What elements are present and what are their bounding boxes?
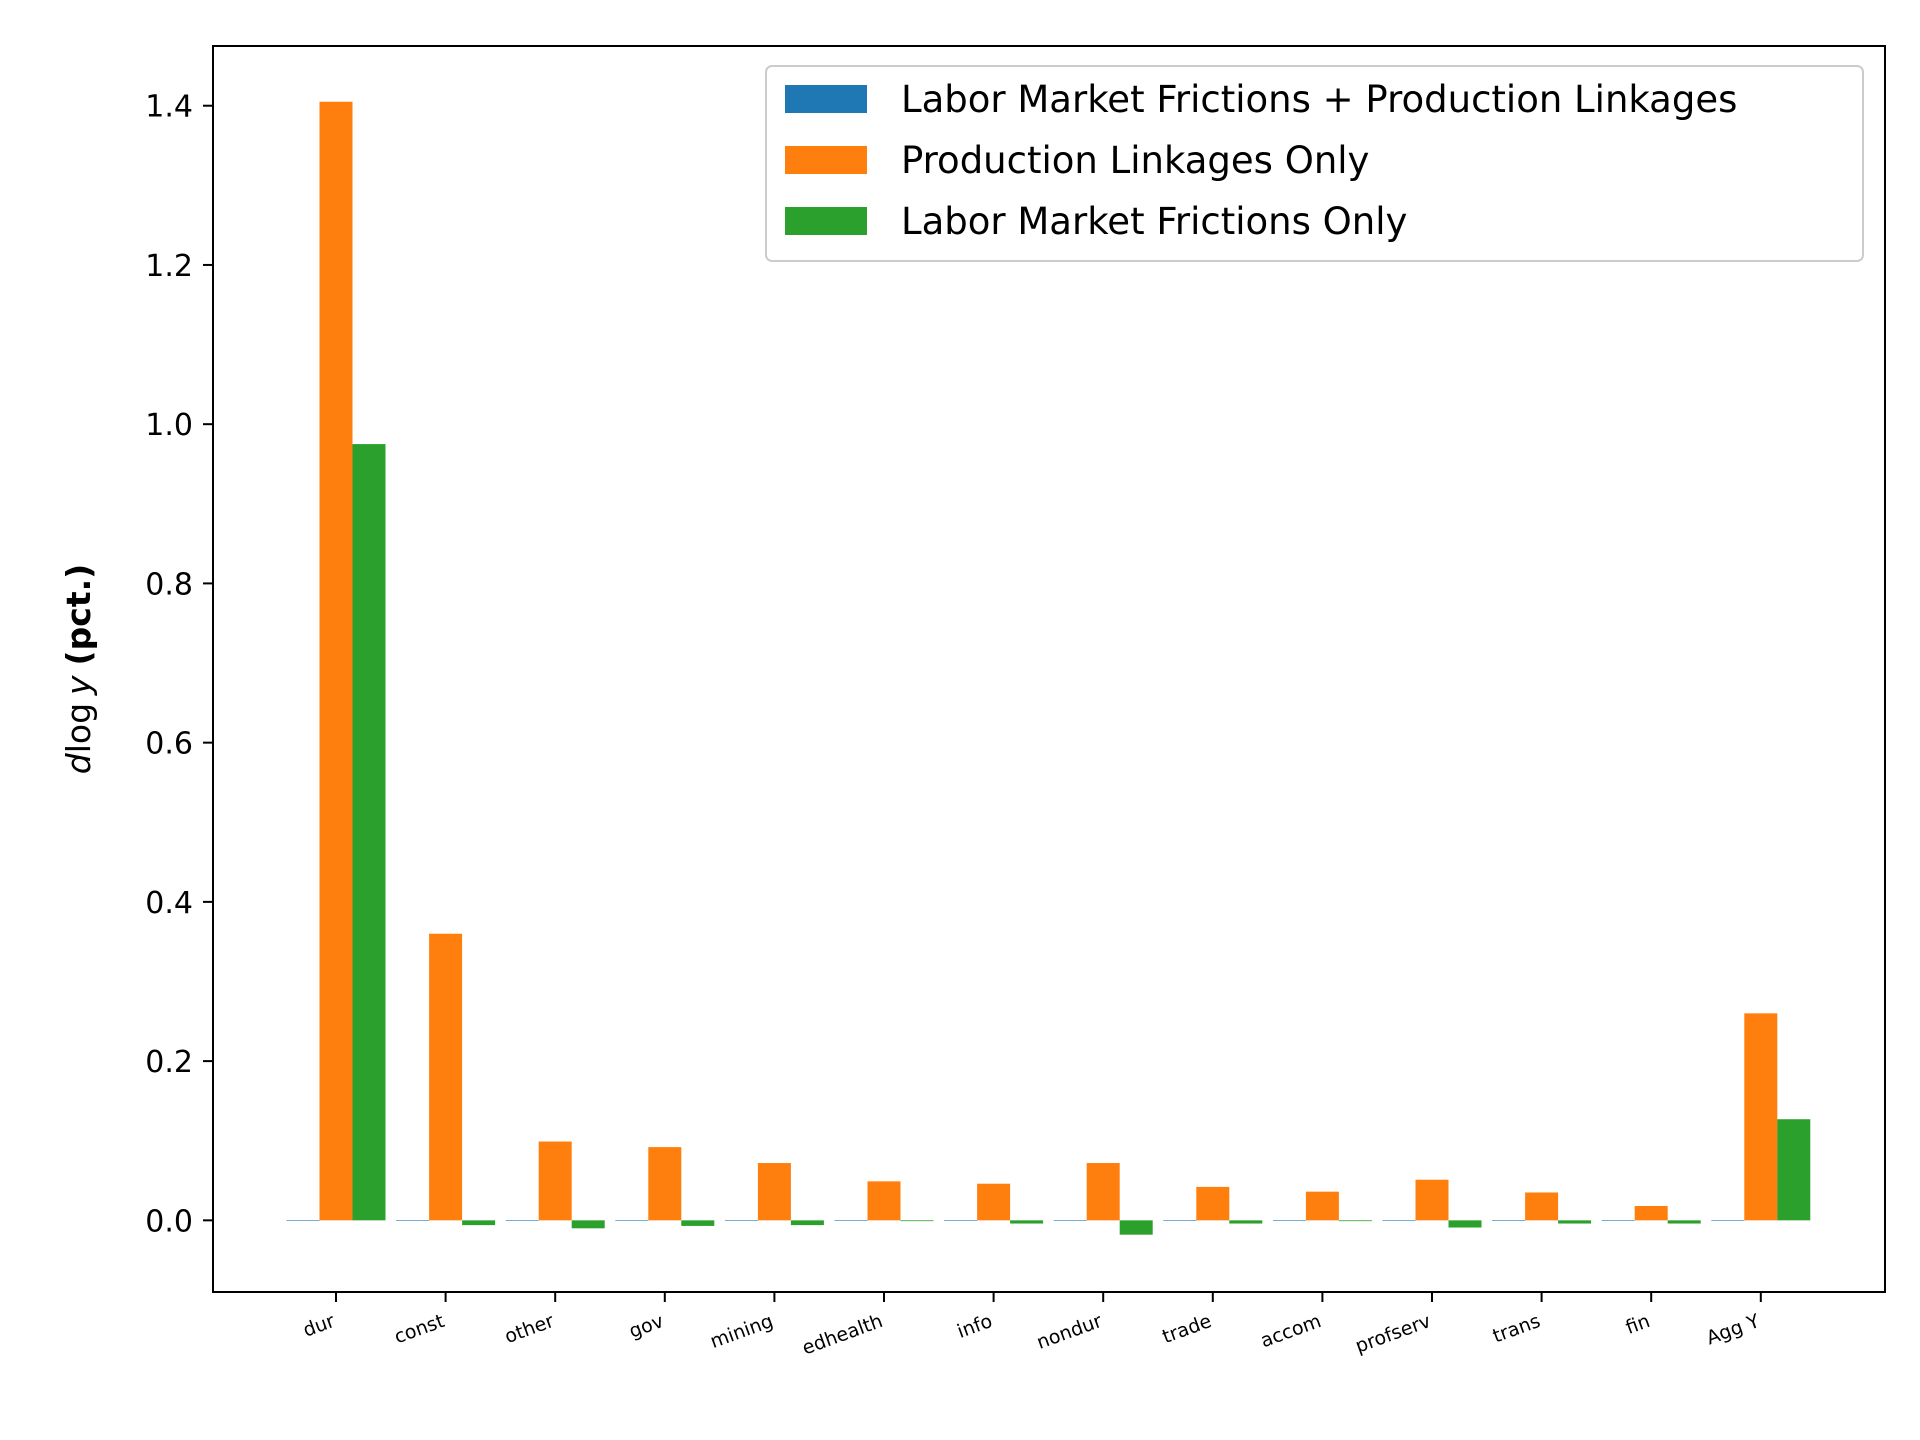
bar-labor-market-frictions-production-linkages-const xyxy=(396,1220,430,1221)
axes-frame xyxy=(212,45,1886,1293)
bar-labor-market-frictions-only-edhealth xyxy=(900,1220,934,1222)
x-tick-label: trade xyxy=(1159,1310,1214,1348)
y-tick-label: 1.4 xyxy=(145,90,193,125)
bar-labor-market-frictions-production-linkages-dur xyxy=(286,1220,320,1221)
bar-production-linkages-only-trans xyxy=(1525,1192,1559,1221)
bar-labor-market-frictions-only-agg-y xyxy=(1777,1119,1811,1221)
x-tick-label: trans xyxy=(1490,1310,1543,1347)
bar-labor-market-frictions-production-linkages-nondur xyxy=(1053,1220,1087,1221)
bar-labor-market-frictions-only-info xyxy=(1010,1220,1044,1224)
bar-labor-market-frictions-production-linkages-fin xyxy=(1601,1220,1635,1221)
bar-labor-market-frictions-production-linkages-trade xyxy=(1163,1220,1197,1221)
bar-labor-market-frictions-production-linkages-trans xyxy=(1492,1220,1526,1221)
x-tick-label: info xyxy=(954,1310,995,1343)
legend-swatch xyxy=(785,146,867,174)
legend: Labor Market Frictions + Production Link… xyxy=(765,65,1864,262)
y-tick-label: 0.2 xyxy=(145,1045,193,1080)
bar-labor-market-frictions-only-other xyxy=(571,1220,605,1229)
bar-labor-market-frictions-production-linkages-profserv xyxy=(1382,1220,1416,1221)
bar-labor-market-frictions-production-linkages-accom xyxy=(1272,1220,1306,1221)
x-tick-label: fin xyxy=(1623,1310,1653,1339)
legend-entries: Labor Market Frictions + Production Link… xyxy=(785,78,1737,243)
legend-box xyxy=(765,65,1864,262)
bar-labor-market-frictions-only-nondur xyxy=(1119,1220,1153,1235)
legend-swatch xyxy=(785,85,867,113)
y-tick-label: 1.2 xyxy=(145,249,193,284)
x-tick-label: profserv xyxy=(1352,1310,1433,1357)
x-tick-label: dur xyxy=(300,1310,338,1342)
x-tick-label: mining xyxy=(707,1310,776,1353)
bar-labor-market-frictions-production-linkages-gov xyxy=(615,1220,649,1221)
legend-swatch xyxy=(785,207,867,235)
bar-labor-market-frictions-only-dur xyxy=(352,444,386,1221)
bar-production-linkages-only-trade xyxy=(1196,1186,1230,1221)
bar-labor-market-frictions-production-linkages-agg-y xyxy=(1711,1220,1745,1221)
x-tick-label: const xyxy=(391,1310,447,1348)
bar-labor-market-frictions-only-trade xyxy=(1229,1220,1263,1224)
bar-labor-market-frictions-production-linkages-mining xyxy=(724,1220,758,1221)
bar-production-linkages-only-nondur xyxy=(1086,1163,1120,1221)
bar-production-linkages-only-info xyxy=(977,1183,1011,1221)
bar-production-linkages-only-other xyxy=(538,1141,572,1221)
bar-labor-market-frictions-only-profserv xyxy=(1448,1220,1482,1228)
bar-labor-market-frictions-only-accom xyxy=(1338,1220,1372,1222)
bars-group xyxy=(286,101,1811,1235)
bar-production-linkages-only-gov xyxy=(648,1147,682,1221)
bar-labor-market-frictions-production-linkages-edhealth xyxy=(834,1220,868,1221)
bar-production-linkages-only-mining xyxy=(757,1163,791,1221)
bar-labor-market-frictions-only-gov xyxy=(681,1220,715,1226)
bar-production-linkages-only-agg-y xyxy=(1744,1013,1778,1221)
legend-label: Production Linkages Only xyxy=(901,139,1369,182)
y-axis-ticks: 0.0 0.2 0.4 0.6 0.8 1.0 1.2 1.4 xyxy=(145,90,213,1239)
bar-labor-market-frictions-only-const xyxy=(462,1220,496,1226)
x-axis-ticks: dur const other gov mining edhealth info nondur… xyxy=(300,1292,1763,1359)
y-tick-label: 0.4 xyxy=(145,886,193,921)
y-tick-label: 1.0 xyxy=(145,408,193,443)
bar-production-linkages-only-accom xyxy=(1305,1191,1339,1221)
y-axis-label: dlogy(pct.) xyxy=(59,564,98,774)
bar-labor-market-frictions-only-mining xyxy=(790,1220,824,1226)
bar-production-linkages-only-dur xyxy=(319,101,353,1221)
bar-labor-market-frictions-only-fin xyxy=(1667,1220,1701,1224)
x-tick-label: other xyxy=(502,1310,557,1348)
bar-production-linkages-only-const xyxy=(429,933,463,1221)
bar-labor-market-frictions-production-linkages-info xyxy=(944,1220,978,1221)
legend-label: Labor Market Frictions Only xyxy=(901,200,1407,243)
bar-production-linkages-only-fin xyxy=(1634,1206,1668,1221)
bar-production-linkages-only-edhealth xyxy=(867,1181,901,1221)
x-tick-label: accom xyxy=(1258,1310,1324,1352)
y-tick-label: 0.0 xyxy=(145,1204,193,1239)
bar-labor-market-frictions-only-trans xyxy=(1558,1220,1592,1224)
bar-labor-market-frictions-production-linkages-other xyxy=(505,1220,539,1221)
x-tick-label: edhealth xyxy=(799,1310,885,1359)
x-tick-label: nondur xyxy=(1034,1310,1105,1354)
x-tick-label: gov xyxy=(626,1310,666,1343)
x-tick-label: Agg Y xyxy=(1704,1310,1763,1350)
legend-label: Labor Market Frictions + Production Link… xyxy=(901,78,1737,121)
y-tick-label: 0.8 xyxy=(145,567,193,602)
y-tick-label: 0.6 xyxy=(145,727,193,762)
bar-production-linkages-only-profserv xyxy=(1415,1179,1449,1221)
